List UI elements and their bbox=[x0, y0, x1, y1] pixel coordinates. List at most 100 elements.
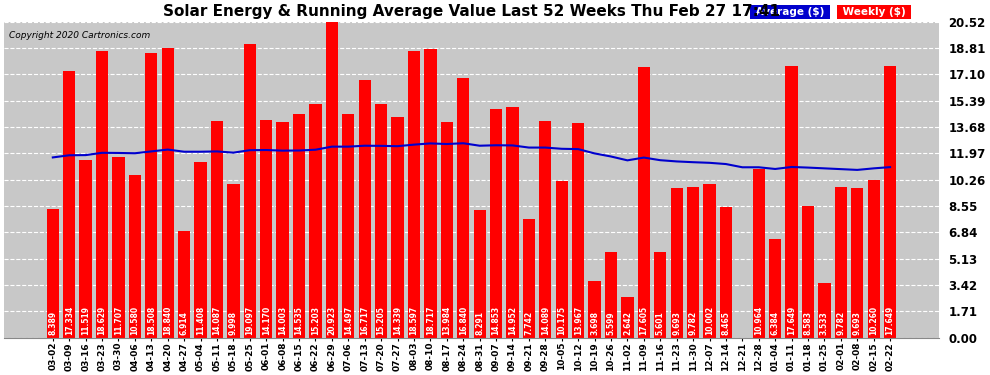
Bar bbox=[638, 67, 650, 338]
Bar bbox=[555, 181, 568, 338]
Text: 15.205: 15.205 bbox=[376, 307, 386, 336]
Text: 5.601: 5.601 bbox=[655, 312, 664, 336]
Text: 13.967: 13.967 bbox=[573, 306, 583, 336]
Bar bbox=[752, 169, 765, 338]
Bar bbox=[375, 104, 387, 338]
Bar bbox=[260, 120, 272, 338]
Text: 17.649: 17.649 bbox=[787, 306, 796, 336]
Text: 18.597: 18.597 bbox=[410, 306, 419, 336]
Text: 11.408: 11.408 bbox=[196, 306, 205, 336]
Bar bbox=[343, 114, 354, 338]
Bar bbox=[720, 207, 732, 338]
Bar bbox=[211, 121, 223, 338]
Text: 17.605: 17.605 bbox=[640, 306, 648, 336]
Text: 6.914: 6.914 bbox=[179, 312, 189, 336]
Text: 13.984: 13.984 bbox=[443, 306, 451, 336]
Bar bbox=[146, 53, 157, 338]
Bar bbox=[851, 189, 863, 338]
Text: 6.384: 6.384 bbox=[770, 312, 780, 336]
Bar bbox=[457, 78, 469, 338]
Text: 8.291: 8.291 bbox=[475, 312, 484, 336]
Text: 5.599: 5.599 bbox=[607, 312, 616, 336]
Text: 8.583: 8.583 bbox=[804, 312, 813, 336]
Bar bbox=[622, 297, 634, 338]
Text: Average ($): Average ($) bbox=[751, 7, 828, 17]
Bar bbox=[326, 15, 338, 338]
Text: 3.533: 3.533 bbox=[820, 312, 829, 336]
Bar bbox=[441, 122, 453, 338]
Text: 18.508: 18.508 bbox=[147, 306, 155, 336]
Bar bbox=[670, 189, 683, 338]
Bar bbox=[47, 209, 59, 338]
Text: 14.003: 14.003 bbox=[278, 306, 287, 336]
Bar bbox=[490, 109, 502, 338]
Text: 11.519: 11.519 bbox=[81, 306, 90, 336]
Text: 14.497: 14.497 bbox=[344, 306, 352, 336]
Text: 17.334: 17.334 bbox=[64, 306, 73, 336]
Text: Weekly ($): Weekly ($) bbox=[839, 7, 909, 17]
Bar bbox=[703, 184, 716, 338]
Text: 8.389: 8.389 bbox=[49, 311, 57, 336]
Bar bbox=[228, 184, 240, 338]
Text: 9.693: 9.693 bbox=[852, 312, 861, 336]
Text: 10.175: 10.175 bbox=[557, 306, 566, 336]
Bar bbox=[835, 187, 847, 338]
Text: 14.952: 14.952 bbox=[508, 306, 517, 336]
Text: 10.580: 10.580 bbox=[131, 306, 140, 336]
Text: 14.089: 14.089 bbox=[541, 306, 549, 336]
Bar bbox=[769, 240, 781, 338]
Text: 8.465: 8.465 bbox=[722, 312, 731, 336]
Bar bbox=[687, 187, 699, 338]
Text: 9.782: 9.782 bbox=[689, 311, 698, 336]
Text: 20.923: 20.923 bbox=[328, 306, 337, 336]
Text: 14.853: 14.853 bbox=[492, 306, 501, 336]
Bar bbox=[523, 219, 535, 338]
Bar bbox=[309, 104, 322, 338]
Bar bbox=[129, 175, 141, 338]
Bar bbox=[194, 162, 207, 338]
Bar bbox=[588, 281, 601, 338]
Text: 16.717: 16.717 bbox=[360, 306, 369, 336]
Text: 11.707: 11.707 bbox=[114, 306, 123, 336]
Bar bbox=[79, 160, 92, 338]
Bar bbox=[605, 252, 617, 338]
Text: 17.649: 17.649 bbox=[886, 306, 895, 336]
Bar bbox=[391, 117, 404, 338]
Bar bbox=[178, 231, 190, 338]
Bar bbox=[112, 158, 125, 338]
Text: 18.840: 18.840 bbox=[163, 306, 172, 336]
Bar bbox=[408, 51, 420, 338]
Bar bbox=[506, 108, 519, 338]
Text: 14.087: 14.087 bbox=[213, 306, 222, 336]
Text: 10.964: 10.964 bbox=[754, 306, 763, 336]
Text: 19.097: 19.097 bbox=[246, 306, 254, 336]
Text: 10.260: 10.260 bbox=[869, 306, 878, 336]
Text: 14.535: 14.535 bbox=[295, 307, 304, 336]
Text: 9.998: 9.998 bbox=[229, 312, 238, 336]
Text: 2.642: 2.642 bbox=[623, 312, 632, 336]
Bar bbox=[819, 284, 831, 338]
Text: 9.693: 9.693 bbox=[672, 312, 681, 336]
Title: Solar Energy & Running Average Value Last 52 Weeks Thu Feb 27 17:41: Solar Energy & Running Average Value Las… bbox=[163, 4, 780, 19]
Bar bbox=[96, 51, 108, 338]
Text: 7.742: 7.742 bbox=[525, 311, 534, 336]
Text: 15.203: 15.203 bbox=[311, 306, 320, 336]
Text: 14.339: 14.339 bbox=[393, 306, 402, 336]
Bar bbox=[276, 122, 289, 338]
Bar bbox=[161, 48, 174, 338]
Text: Copyright 2020 Cartronics.com: Copyright 2020 Cartronics.com bbox=[9, 31, 150, 40]
Text: 14.170: 14.170 bbox=[261, 306, 270, 336]
Text: 10.002: 10.002 bbox=[705, 306, 714, 336]
Text: 3.698: 3.698 bbox=[590, 312, 599, 336]
Bar bbox=[358, 80, 371, 338]
Bar bbox=[473, 210, 486, 338]
Bar bbox=[540, 121, 551, 338]
Bar bbox=[425, 50, 437, 338]
Text: 9.782: 9.782 bbox=[837, 311, 845, 336]
Bar bbox=[802, 206, 814, 338]
Bar bbox=[867, 180, 880, 338]
Text: 18.717: 18.717 bbox=[426, 306, 435, 336]
Text: 16.840: 16.840 bbox=[458, 306, 467, 336]
Bar bbox=[63, 71, 75, 338]
Text: 18.629: 18.629 bbox=[98, 306, 107, 336]
